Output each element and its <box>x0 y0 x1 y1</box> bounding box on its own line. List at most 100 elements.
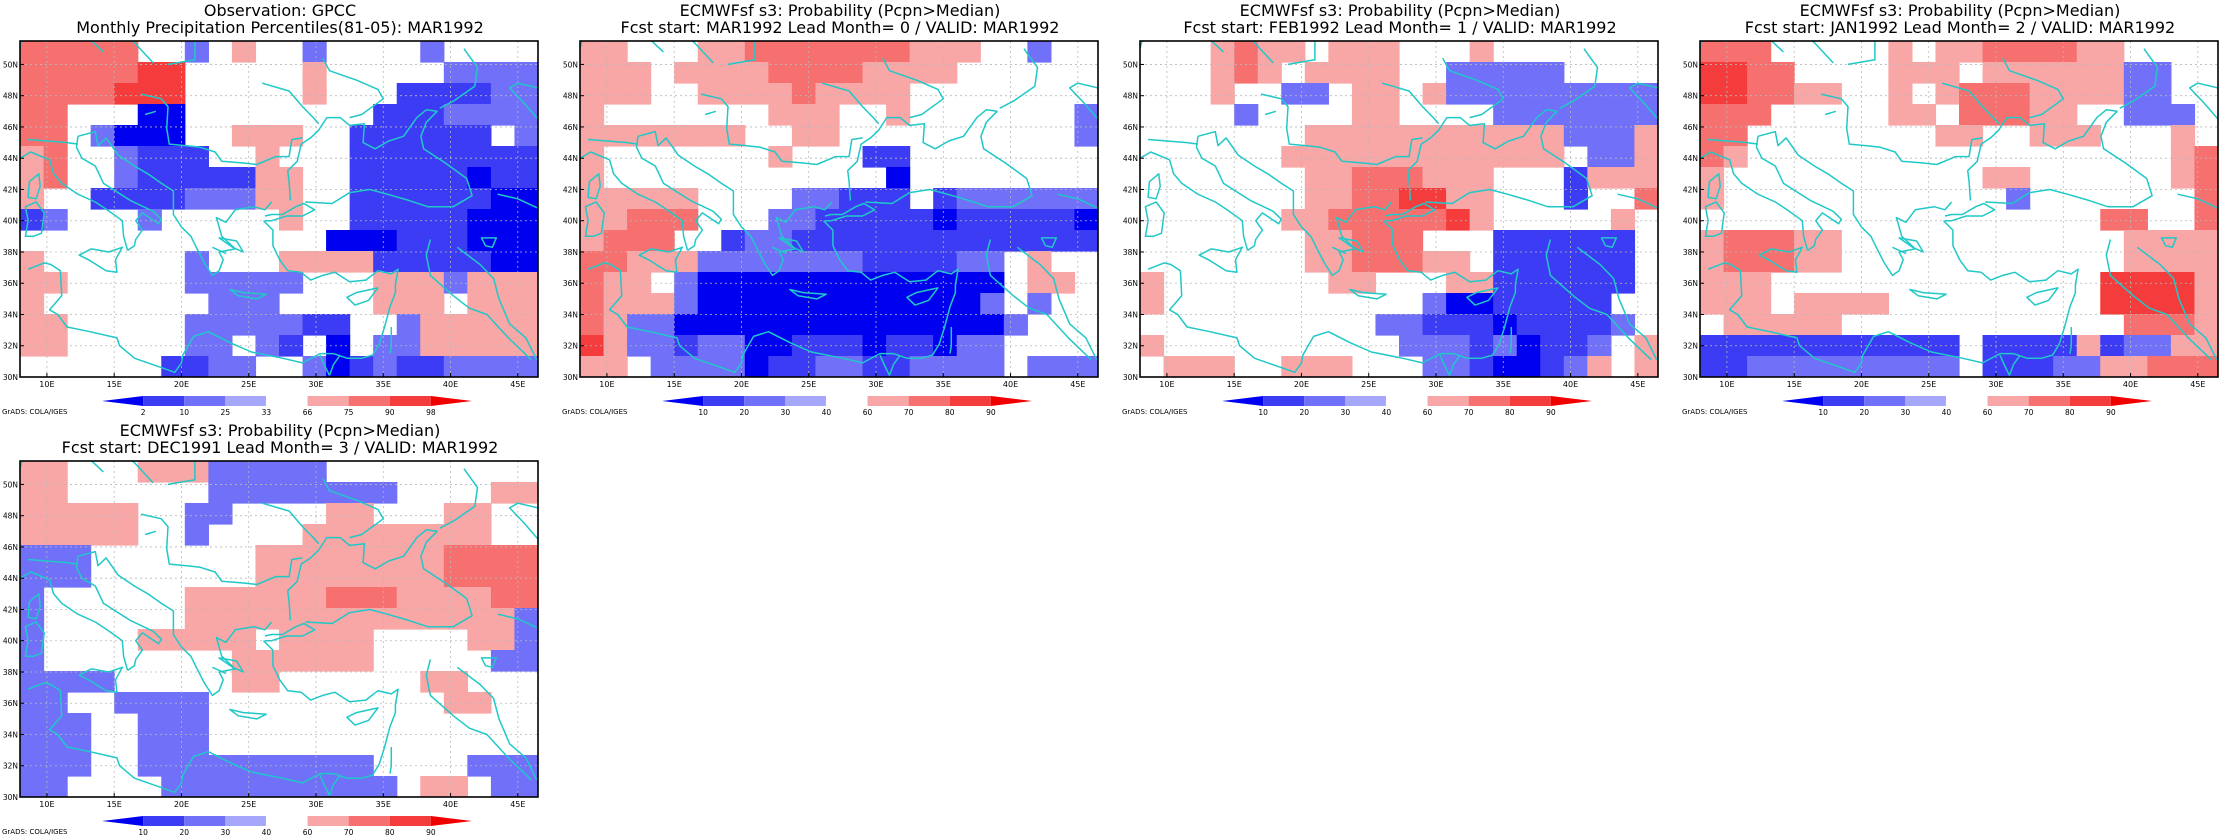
grid-cell <box>2030 41 2054 63</box>
grid-cell <box>839 209 863 231</box>
grid-cell <box>420 671 444 693</box>
grid-cell <box>491 629 515 651</box>
grid-cell <box>1399 188 1423 210</box>
lon-tick-label: 45E <box>510 380 525 389</box>
lon-tick-label: 45E <box>1630 380 1645 389</box>
grid-cell <box>745 41 769 63</box>
italy-east-coast <box>1197 136 1282 250</box>
grid-cell <box>792 251 816 273</box>
grid-cell <box>627 293 651 315</box>
grid-cell <box>1493 62 1517 84</box>
grid-cell <box>138 692 162 714</box>
grid-cell <box>279 587 303 609</box>
grid-cell <box>1470 146 1494 168</box>
corsica <box>1148 174 1160 199</box>
lake-balaton <box>145 531 156 534</box>
grid-cell <box>1027 209 1051 231</box>
lon-tick-label: 10E <box>39 380 54 389</box>
lon-tick-label: 20E <box>734 380 749 389</box>
grid-cell <box>467 104 491 126</box>
grid-cell <box>255 545 279 567</box>
grid-cell <box>674 188 698 210</box>
grid-cell <box>886 41 910 63</box>
grid-cell <box>138 146 162 168</box>
grid-cell <box>373 167 397 189</box>
grid-cell <box>114 188 138 210</box>
lat-tick-label: 46N <box>3 543 18 552</box>
grid-cell <box>1564 251 1588 273</box>
legend-swatch <box>266 396 307 406</box>
grid-cell <box>1493 146 1517 168</box>
legend-swatch <box>1782 396 1823 406</box>
grid-cell <box>279 461 303 483</box>
grid-cell <box>674 356 698 378</box>
grid-cell <box>1493 83 1517 105</box>
lat-tick-label: 36N <box>3 699 18 708</box>
grid-cell <box>20 83 44 105</box>
lat-tick-label: 40N <box>3 217 18 226</box>
color-legend: 10 20 30 40 60 70 80 90 <box>1222 396 1592 417</box>
grid-cell <box>1004 209 1028 231</box>
grid-cell <box>185 713 209 735</box>
grid-cell <box>1375 104 1399 126</box>
grid-cell <box>255 293 279 315</box>
grid-cell <box>397 146 421 168</box>
grid-cell <box>1794 83 1818 105</box>
grid-cell <box>1470 41 1494 63</box>
grid-cell <box>326 566 350 588</box>
grid-cell <box>514 650 538 672</box>
grid-cell <box>698 293 722 315</box>
grid-cell <box>792 83 816 105</box>
grid-cell <box>185 524 209 546</box>
grid-cell <box>2077 41 2101 63</box>
grid-cell <box>674 314 698 336</box>
grid-cell <box>350 566 374 588</box>
grid-cell <box>491 188 515 210</box>
grid-cell <box>863 83 887 105</box>
grid-cell <box>1587 356 1611 378</box>
grid-cell <box>1540 293 1564 315</box>
legend-label: 70 <box>2024 408 2034 417</box>
grid-cell <box>1305 209 1329 231</box>
grid-cell <box>208 461 232 483</box>
grid-cell <box>980 209 1004 231</box>
legend-label: 66 <box>303 408 313 417</box>
grid-cell <box>2171 104 2195 126</box>
legend-label: 98 <box>426 408 436 417</box>
lon-tick-label: 30E <box>1428 380 1443 389</box>
grid-cell <box>420 251 444 273</box>
grid-cell <box>886 293 910 315</box>
grid-cell <box>910 356 934 378</box>
legend-swatch <box>390 396 431 406</box>
grid-cell <box>44 125 68 147</box>
grid-cell <box>185 503 209 525</box>
lat-tick-label: 32N <box>3 342 18 351</box>
legend-swatch <box>102 816 143 826</box>
legend-label: 40 <box>1942 408 1952 417</box>
lat-tick-label: 32N <box>1123 342 1138 351</box>
grid-cell <box>1747 104 1771 126</box>
grid-cell <box>651 356 675 378</box>
grid-cell <box>604 125 628 147</box>
grid-cell <box>1423 83 1447 105</box>
grid-cell <box>444 230 468 252</box>
lat-tick-label: 34N <box>3 310 18 319</box>
grid-cell <box>232 776 256 798</box>
legend-label: 25 <box>221 408 231 417</box>
lon-tick-label: 25E <box>1921 380 1936 389</box>
grid-cell <box>1724 125 1748 147</box>
grid-cell <box>491 587 515 609</box>
grid-cell <box>279 209 303 231</box>
grid-cell <box>1540 83 1564 105</box>
grid-cell <box>1305 62 1329 84</box>
legend-label: 90 <box>986 408 996 417</box>
legend-label: 40 <box>262 828 272 837</box>
grid-cell <box>1747 293 1771 315</box>
grid-cell <box>1423 209 1447 231</box>
lon-tick-label: 30E <box>868 380 883 389</box>
grid-cell <box>67 734 91 756</box>
legend-label: 70 <box>904 408 914 417</box>
lon-tick-label: 35E <box>2056 380 2071 389</box>
grid-cell <box>303 629 327 651</box>
grid-cell <box>2124 230 2148 252</box>
